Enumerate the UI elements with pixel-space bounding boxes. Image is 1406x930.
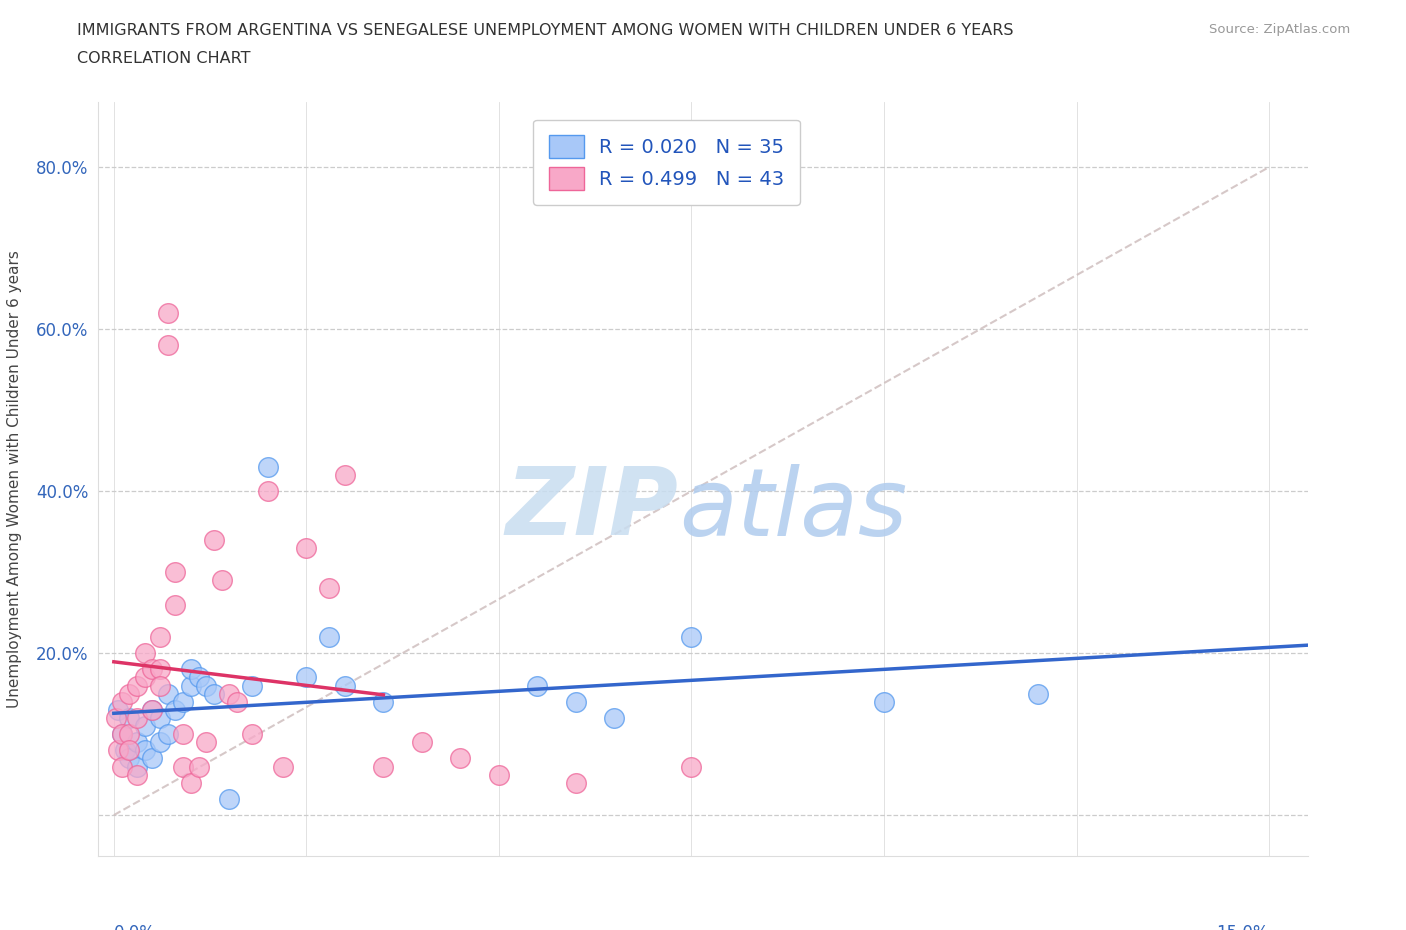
Point <box>373 695 395 710</box>
Point <box>125 759 148 774</box>
Point <box>187 759 209 774</box>
Point <box>149 735 172 750</box>
Point <box>125 735 148 750</box>
Point <box>118 686 141 701</box>
Point <box>118 751 141 765</box>
Point <box>114 743 136 758</box>
Legend: R = 0.020   N = 35, R = 0.499   N = 43: R = 0.020 N = 35, R = 0.499 N = 43 <box>533 120 800 206</box>
Point <box>134 743 156 758</box>
Point <box>156 305 179 320</box>
Text: IMMIGRANTS FROM ARGENTINA VS SENEGALESE UNEMPLOYMENT AMONG WOMEN WITH CHILDREN U: IMMIGRANTS FROM ARGENTINA VS SENEGALESE … <box>77 23 1014 38</box>
Point <box>134 719 156 734</box>
Point <box>526 678 548 693</box>
Point <box>202 532 225 547</box>
Point <box>565 776 588 790</box>
Point <box>107 743 129 758</box>
Point <box>488 767 510 782</box>
Point <box>156 686 179 701</box>
Point <box>110 695 132 710</box>
Point <box>165 597 187 612</box>
Point <box>195 678 218 693</box>
Point <box>333 678 356 693</box>
Point <box>271 759 294 774</box>
Point <box>373 759 395 774</box>
Point <box>172 759 194 774</box>
Point <box>295 540 318 555</box>
Point <box>149 662 172 677</box>
Point <box>110 726 132 741</box>
Point <box>180 678 202 693</box>
Text: atlas: atlas <box>679 463 907 554</box>
Point <box>411 735 433 750</box>
Point <box>118 711 141 725</box>
Text: CORRELATION CHART: CORRELATION CHART <box>77 51 250 66</box>
Point <box>156 338 179 352</box>
Point <box>141 751 163 765</box>
Point <box>149 678 172 693</box>
Point <box>165 565 187 579</box>
Point <box>110 726 132 741</box>
Point <box>681 759 703 774</box>
Point <box>202 686 225 701</box>
Point <box>172 695 194 710</box>
Point <box>211 573 233 588</box>
Point <box>107 702 129 717</box>
Point <box>105 711 128 725</box>
Point <box>149 630 172 644</box>
Point <box>449 751 471 765</box>
Point <box>149 711 172 725</box>
Point <box>257 459 280 474</box>
Point <box>180 662 202 677</box>
Point <box>226 695 249 710</box>
Text: 15.0%: 15.0% <box>1216 924 1270 930</box>
Point <box>218 791 240 806</box>
Point <box>318 630 340 644</box>
Point <box>172 726 194 741</box>
Point <box>1026 686 1049 701</box>
Point <box>257 484 280 498</box>
Point <box>195 735 218 750</box>
Point <box>141 702 163 717</box>
Point <box>165 702 187 717</box>
Point <box>125 711 148 725</box>
Point <box>118 726 141 741</box>
Point <box>873 695 896 710</box>
Point <box>242 678 264 693</box>
Point <box>242 726 264 741</box>
Point <box>318 581 340 596</box>
Text: Source: ZipAtlas.com: Source: ZipAtlas.com <box>1209 23 1350 36</box>
Point <box>681 630 703 644</box>
Point <box>180 776 202 790</box>
Point <box>603 711 626 725</box>
Point <box>295 670 318 684</box>
Point <box>156 726 179 741</box>
Point <box>134 645 156 660</box>
Point <box>218 686 240 701</box>
Point <box>118 743 141 758</box>
Point <box>110 759 132 774</box>
Point <box>333 468 356 483</box>
Point <box>125 678 148 693</box>
Point <box>141 702 163 717</box>
Point <box>565 695 588 710</box>
Point <box>187 670 209 684</box>
Text: 0.0%: 0.0% <box>114 924 156 930</box>
Point <box>141 662 163 677</box>
Text: ZIP: ZIP <box>506 463 679 555</box>
Point <box>125 767 148 782</box>
Point <box>134 670 156 684</box>
Y-axis label: Unemployment Among Women with Children Under 6 years: Unemployment Among Women with Children U… <box>7 250 22 708</box>
